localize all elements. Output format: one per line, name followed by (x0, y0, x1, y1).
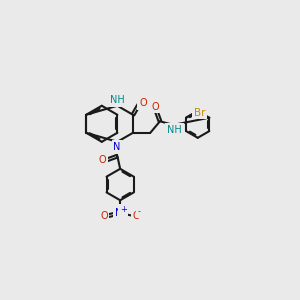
Text: Br: Br (194, 107, 206, 118)
Text: O: O (99, 155, 106, 165)
Text: -: - (138, 207, 141, 216)
Text: NH: NH (110, 95, 125, 105)
Text: O: O (151, 102, 159, 112)
Text: NH: NH (167, 125, 182, 135)
Text: O: O (100, 211, 108, 221)
Text: +: + (120, 206, 127, 214)
Text: O: O (133, 211, 140, 221)
Text: N: N (113, 142, 121, 152)
Text: O: O (139, 98, 147, 108)
Text: N: N (115, 208, 122, 218)
